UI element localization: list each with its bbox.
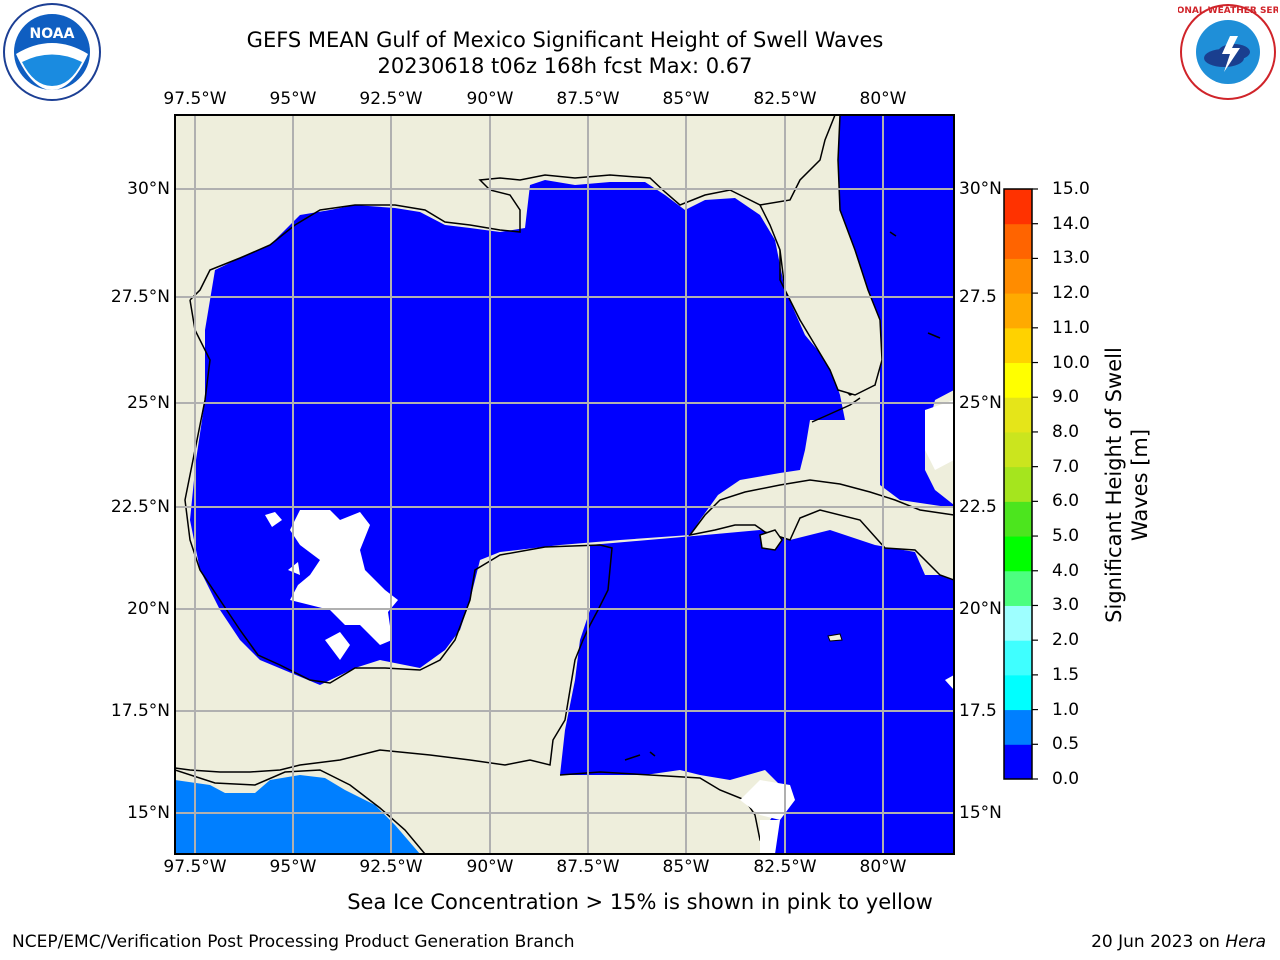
colorbar-segment (1004, 605, 1032, 641)
lon-tick-bottom: 92.5°W (359, 857, 423, 877)
lon-tick-bottom: 82.5°W (753, 857, 817, 877)
colorbar-segment (1004, 258, 1032, 294)
lon-tick-bottom: 85°W (662, 857, 710, 877)
gridlines (175, 115, 954, 854)
colorbar-segment (1004, 293, 1032, 329)
colorbar (1003, 188, 1038, 780)
lat-tick-left: 15°N (127, 803, 170, 823)
colorbar-tick-label: 12.0 (1052, 283, 1090, 304)
cuba-land (688, 479, 954, 581)
lat-tick-left: 30°N (127, 179, 170, 199)
national-weather-service-logo: NATIONAL WEATHER SERVICE (1153, 2, 1280, 102)
lat-tick-right: 27.5 (959, 287, 997, 307)
mexico-coastline (175, 299, 613, 773)
lon-tick-top: 85°W (662, 89, 710, 109)
colorbar-segment (1004, 640, 1032, 676)
lon-tick-bottom: 80°W (859, 857, 907, 877)
lon-tick-top: 90°W (466, 89, 514, 109)
isle-of-youth (759, 529, 783, 551)
colorbar-segment (1004, 744, 1032, 780)
lat-tick-left: 20°N (127, 599, 170, 619)
colorbar-segment (1004, 189, 1032, 225)
colorbar-tick-label: 5.0 (1052, 526, 1080, 547)
pacific-coastline (175, 769, 426, 854)
lat-tick-left: 27.5°N (110, 287, 170, 307)
colorbar-segment (1004, 501, 1032, 537)
lat-tick-right: 15°N (959, 803, 1002, 823)
lon-tick-top: 92.5°W (359, 89, 423, 109)
colorbar-segment (1004, 674, 1032, 711)
colorbar-tick-label: 10.0 (1052, 352, 1090, 373)
central-america-coastline (559, 771, 771, 854)
colorbar-title-line2: Waves [m] (1128, 428, 1152, 542)
lon-tick-top: 87.5°W (556, 89, 620, 109)
colorbar-tick-label: 1.5 (1052, 664, 1080, 685)
footer-date: 20 Jun 2023 on Hera (1091, 932, 1266, 952)
noaa-logo-text: NOAA (30, 26, 75, 42)
footer-host: Hera (1225, 932, 1266, 952)
honduras-islands (624, 751, 656, 761)
colorbar-tick-label: 14.0 (1052, 213, 1090, 234)
pacific-water (175, 775, 420, 854)
lat-tick-left: 25°N (127, 393, 170, 413)
colorbar-tick-label: 2.0 (1052, 630, 1080, 651)
colorbar-tick-label: 4.0 (1052, 560, 1080, 581)
lon-tick-bottom: 95°W (269, 857, 317, 877)
nws-logo-text: NATIONAL WEATHER SERVICE (1178, 6, 1278, 16)
lon-tick-top: 97.5°W (163, 89, 227, 109)
colorbar-segment (1004, 570, 1032, 606)
colorbar-tick-label: 6.0 (1052, 491, 1080, 512)
jamaica (827, 633, 843, 642)
noaa-logo: NOAA (2, 2, 102, 102)
florida-keys (811, 397, 861, 423)
colorbar-tick-label: 11.0 (1052, 317, 1090, 338)
colorbar-tick-label: 3.0 (1052, 595, 1080, 616)
lon-tick-top: 80°W (859, 89, 907, 109)
missing-data-patches (265, 400, 954, 854)
lat-tick-right: 25°N (959, 393, 1002, 413)
lat-tick-left: 22.5°N (110, 497, 170, 517)
colorbar-tick-label: 7.0 (1052, 456, 1080, 477)
colorbar-tick-label: 9.0 (1052, 387, 1080, 408)
colorbar-title-line1: Significant Height of Swell (1102, 347, 1126, 623)
atlantic-water (835, 115, 954, 508)
colorbar-frame (1003, 188, 1033, 780)
map-frame (174, 114, 955, 855)
chart-subtitle: 20230618 t06z 168h fcst Max: 0.67 (377, 54, 753, 78)
colorbar-segment (1004, 536, 1032, 572)
colorbar-tick-label: 0.5 (1052, 734, 1080, 755)
bahamas (889, 231, 941, 339)
colorbar-segment (1004, 466, 1032, 502)
florida-land (758, 115, 883, 396)
colorbar-title: Significant Height of Swell Waves [m] (1101, 325, 1153, 645)
lat-tick-right: 30°N (959, 179, 1002, 199)
footer-credit: NCEP/EMC/Verification Post Processing Pr… (12, 932, 575, 952)
colorbar-tick-label: 15.0 (1052, 179, 1090, 199)
lat-tick-right: 22.5 (959, 497, 997, 517)
colorbar-tick-label: 0.0 (1052, 769, 1080, 789)
lon-tick-top: 95°W (269, 89, 317, 109)
lat-tick-left: 17.5°N (110, 701, 170, 721)
lon-tick-bottom: 87.5°W (556, 857, 620, 877)
lon-tick-top: 82.5°W (753, 89, 817, 109)
colorbar-segment (1004, 709, 1032, 745)
chart-title: GEFS MEAN Gulf of Mexico Significant Hei… (246, 28, 884, 52)
colorbar-segment (1004, 327, 1032, 364)
lat-tick-right: 20°N (959, 599, 1002, 619)
colorbar-segment (1004, 223, 1032, 259)
footer-date-text: 20 Jun 2023 on (1091, 932, 1226, 952)
lat-tick-right: 17.5 (959, 701, 997, 721)
colorbar-tick-label: 8.0 (1052, 421, 1080, 442)
colorbar-tick-label: 1.0 (1052, 699, 1080, 720)
caribbean-water (560, 530, 954, 854)
lon-tick-bottom: 97.5°W (163, 857, 227, 877)
colorbar-segment (1004, 362, 1032, 398)
colorbar-segment (1004, 397, 1032, 433)
colorbar-tick-label: 13.0 (1052, 248, 1090, 269)
sea-ice-note: Sea Ice Concentration > 15% is shown in … (347, 890, 933, 914)
lon-tick-bottom: 90°W (466, 857, 514, 877)
colorbar-segment (1004, 431, 1032, 468)
